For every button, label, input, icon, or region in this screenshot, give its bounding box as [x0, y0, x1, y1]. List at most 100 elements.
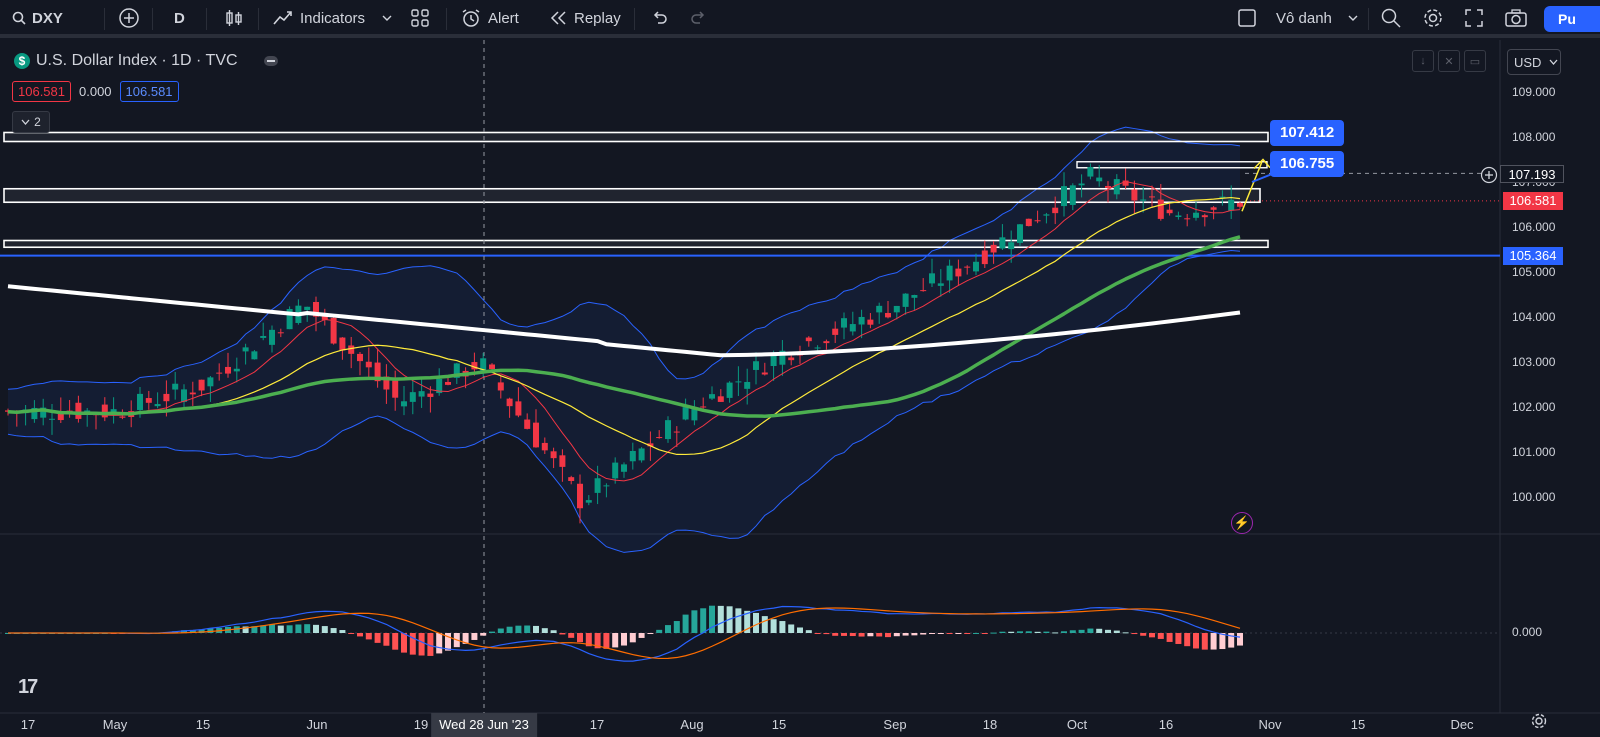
- candle-body: [497, 382, 504, 391]
- price-chart[interactable]: 109.000108.000107.000106.000105.000104.0…: [0, 40, 1600, 737]
- time-label: 17: [20, 717, 36, 732]
- target-callout-lower[interactable]: 106.755: [1270, 151, 1345, 177]
- candle-body: [225, 366, 231, 374]
- chart-area[interactable]: 109.000108.000107.000106.000105.000104.0…: [0, 40, 1600, 737]
- macd-histogram-bar: [1105, 629, 1111, 633]
- macd-histogram-bar: [295, 624, 302, 633]
- macd-histogram-bar: [471, 633, 478, 640]
- redo-button[interactable]: [690, 0, 708, 36]
- macd-histogram-bar: [1237, 633, 1243, 646]
- divider: [206, 8, 207, 30]
- macd-histogram-bar: [621, 633, 627, 646]
- time-label: Jun: [306, 717, 328, 732]
- candle-body: [1017, 224, 1023, 243]
- macd-histogram-bar: [286, 625, 293, 633]
- candle-body: [515, 401, 522, 416]
- quick-search-button[interactable]: [1380, 0, 1402, 36]
- indicators-button[interactable]: Indicators: [272, 0, 365, 36]
- macd-histogram-bar: [304, 624, 311, 633]
- symbol-search[interactable]: DXY: [12, 0, 63, 36]
- close-pane-button[interactable]: ✕: [1438, 50, 1460, 72]
- candle-body: [1113, 179, 1120, 195]
- macd-line: [8, 605, 1241, 662]
- add-alert-plus-icon[interactable]: [1480, 166, 1498, 187]
- indicators-label: Indicators: [300, 9, 366, 27]
- macd-histogram-bar: [629, 633, 636, 643]
- chart-type-button[interactable]: [224, 0, 244, 36]
- candle-body: [709, 394, 715, 399]
- series-legend[interactable]: $ U.S. Dollar Index · 1D · TVC: [14, 52, 278, 70]
- candle-body: [5, 410, 11, 412]
- price-tick-label: 100.000: [1512, 490, 1556, 504]
- scroll-down-button[interactable]: ↓: [1412, 50, 1434, 72]
- bollinger-band-fill: [8, 127, 1240, 553]
- candle-body: [1193, 212, 1199, 218]
- macd-histogram-bar: [797, 627, 803, 633]
- candle-body: [656, 437, 663, 439]
- macd-histogram-bar: [709, 605, 715, 633]
- candle-body: [49, 418, 55, 420]
- macd-histogram-bar: [920, 633, 927, 635]
- macd-histogram-bar: [1184, 633, 1191, 647]
- macd-histogram-bar: [418, 633, 425, 656]
- undo-button[interactable]: [650, 0, 668, 36]
- macd-histogram-bar: [1219, 633, 1226, 650]
- macd-histogram-bar: [753, 612, 759, 633]
- price-tick-label: 105.000: [1512, 265, 1556, 279]
- macd-histogram-bar: [339, 630, 346, 633]
- zoom-search-icon: [1381, 8, 1401, 28]
- target-callout-upper[interactable]: 107.412: [1270, 120, 1345, 146]
- candle-body: [612, 462, 619, 479]
- macd-histogram-bar: [365, 633, 372, 640]
- candle-body: [990, 244, 997, 253]
- candle-body: [154, 404, 161, 407]
- time-axis[interactable]: 17 May 15 Jun 19 17 Aug 15 Sep 18 Oct 16…: [0, 713, 1600, 737]
- currency-select[interactable]: USD: [1507, 49, 1561, 75]
- ma-200-line: [7, 284, 1241, 358]
- macd-histogram-bar: [427, 633, 434, 656]
- macd-histogram-bar: [313, 624, 319, 633]
- hide-series-icon[interactable]: [263, 56, 278, 66]
- candle-body: [198, 379, 205, 391]
- time-label: 18: [982, 717, 998, 732]
- layout-button[interactable]: [410, 0, 430, 36]
- candle-body: [788, 357, 795, 361]
- candle-body: [251, 351, 258, 360]
- replay-button[interactable]: Replay: [548, 0, 621, 36]
- lightning-event-icon[interactable]: ⚡: [1231, 512, 1253, 534]
- collapse-indicators-button[interactable]: 2: [12, 111, 50, 133]
- settings-button[interactable]: [1422, 0, 1444, 36]
- candle-body: [31, 407, 38, 420]
- alert-button[interactable]: Alert: [460, 0, 519, 36]
- indicator-templates-dropdown[interactable]: [382, 0, 392, 36]
- snapshot-button[interactable]: [1504, 0, 1528, 36]
- time-label: 15: [771, 717, 787, 732]
- compare-symbol-button[interactable]: [118, 0, 140, 36]
- camera-icon: [1505, 9, 1527, 27]
- macd-histogram-bar: [1131, 633, 1138, 635]
- candle-body: [858, 316, 865, 325]
- interval-button[interactable]: D: [174, 0, 185, 36]
- time-label: Nov: [1258, 717, 1282, 732]
- layout-name-button[interactable]: Vô danh: [1276, 0, 1358, 36]
- candle-body: [937, 283, 944, 286]
- chart-settings-button[interactable]: [1530, 712, 1548, 733]
- maximize-pane-button[interactable]: ▭: [1464, 50, 1486, 72]
- fullscreen-button[interactable]: [1464, 0, 1484, 36]
- layout-checkbox[interactable]: [1237, 0, 1257, 36]
- macd-histogram-bar: [348, 633, 355, 634]
- support-resistance-zone: [3, 239, 1269, 249]
- candle-body: [920, 290, 927, 292]
- candle-body: [110, 409, 117, 414]
- candle-body: [233, 368, 240, 372]
- candle-body: [1166, 209, 1173, 214]
- macd-histogram-bar: [260, 625, 267, 633]
- macd-histogram-bar: [181, 630, 187, 633]
- macd-histogram-bar: [656, 629, 663, 633]
- macd-histogram-bar: [682, 614, 689, 633]
- candle-body: [207, 377, 214, 387]
- candle-body: [744, 381, 751, 389]
- publish-button[interactable]: Pu: [1544, 6, 1600, 32]
- candle-body: [647, 443, 654, 447]
- candle-body: [260, 335, 267, 338]
